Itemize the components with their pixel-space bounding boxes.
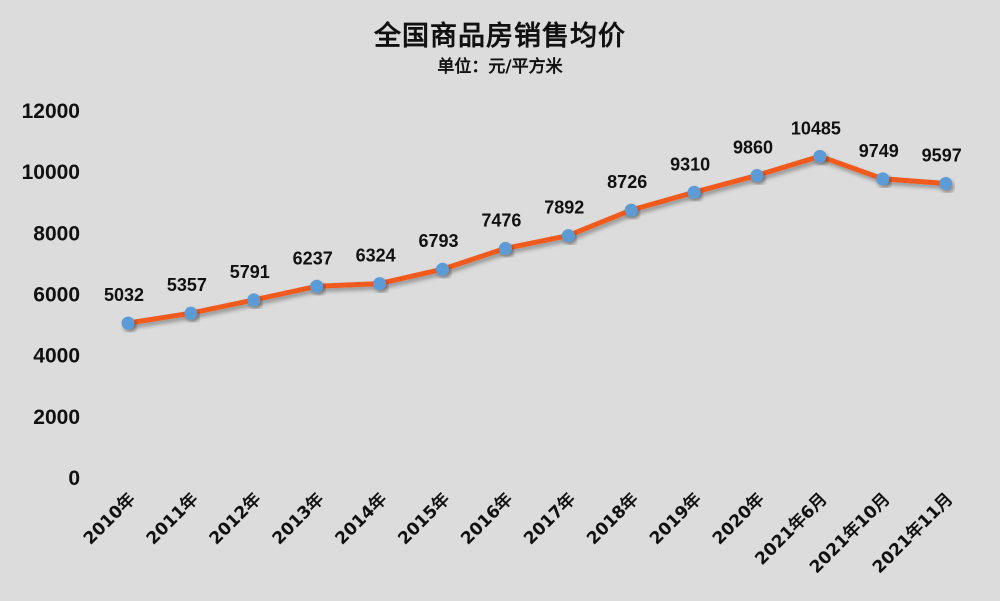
data-point-marker [624, 203, 638, 217]
x-tick-label: 2011年 [142, 489, 202, 549]
x-tick-label: 2017年 [519, 489, 579, 549]
data-label: 6324 [356, 246, 396, 266]
x-tick-label: 2012年 [205, 489, 265, 549]
data-label: 8726 [607, 172, 647, 192]
data-point-marker [373, 277, 387, 291]
data-label: 6793 [418, 231, 458, 251]
x-tick-label: 2013年 [268, 489, 328, 549]
data-point-marker [121, 316, 135, 330]
x-tick-label: 2015年 [394, 489, 454, 549]
data-label: 7892 [544, 198, 584, 218]
data-label: 5032 [104, 285, 144, 305]
data-label: 7476 [481, 210, 521, 230]
y-tick-label: 4000 [33, 345, 80, 368]
y-tick-label: 6000 [33, 284, 80, 307]
y-axis: 0 2000 4000 6000 8000 10000 12000 [22, 100, 80, 490]
data-point-marker [184, 306, 198, 320]
data-point-marker [876, 172, 890, 186]
x-tick-label: 2018年 [582, 489, 642, 549]
data-point-marker [498, 241, 512, 255]
x-tick-label: 2010年 [79, 489, 139, 549]
data-label: 5791 [230, 262, 270, 282]
chart-subtitle: 单位：元/平方米 [437, 57, 563, 77]
data-point-marker [247, 293, 261, 307]
data-label: 9597 [922, 145, 962, 165]
x-tick-label: 2014年 [331, 489, 391, 549]
x-tick-label: 2019年 [645, 489, 705, 549]
data-label: 9310 [670, 154, 710, 174]
data-point-marker [436, 262, 449, 276]
data-labels: 5032 5357 5791 6237 6324 6793 7476 7892 8726 9310… [104, 118, 962, 305]
data-point-marker [561, 229, 575, 243]
x-tick-label: 2016年 [457, 489, 517, 549]
series-polyline [125, 153, 949, 326]
data-point-marker [687, 185, 701, 199]
series-line [121, 149, 953, 330]
data-label: 10485 [791, 118, 841, 138]
data-label: 5357 [167, 275, 207, 295]
chart-title: 全国商品房销售均价 [374, 21, 626, 52]
data-label: 6237 [293, 248, 333, 268]
data-point-marker [310, 279, 324, 293]
x-tick-label: 2020年 [708, 489, 768, 549]
data-point-marker [939, 176, 953, 190]
y-tick-label: 8000 [33, 222, 80, 245]
x-axis: 2010年 2011年 2012年 2013年 2014年 2015年 2016年 2017年… [79, 489, 957, 578]
y-tick-label: 0 [68, 467, 80, 490]
data-label: 9860 [733, 137, 773, 157]
y-tick-label: 10000 [22, 161, 80, 184]
data-point-marker [813, 149, 827, 163]
y-tick-label: 12000 [22, 100, 80, 123]
data-point-marker [750, 168, 764, 182]
y-tick-label: 2000 [33, 406, 80, 429]
data-label: 9749 [859, 141, 899, 161]
